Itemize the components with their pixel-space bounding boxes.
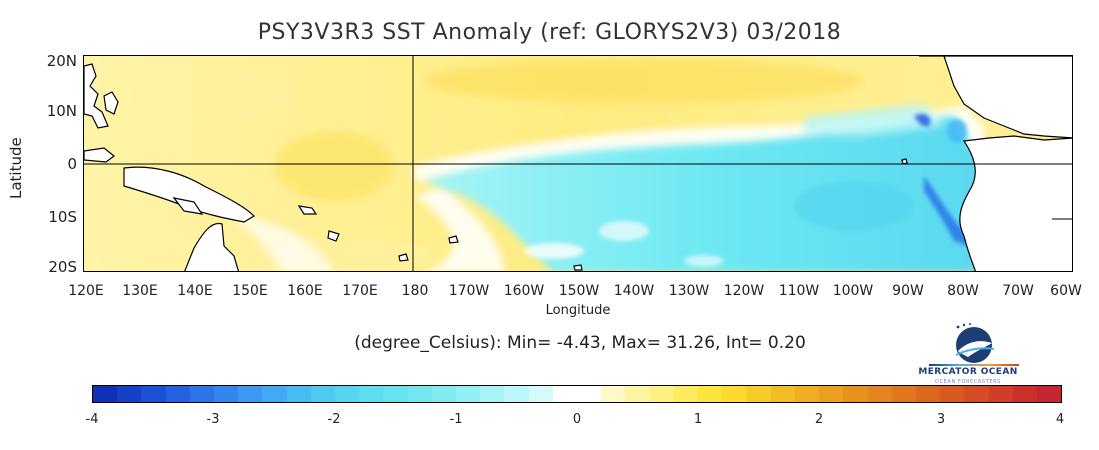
colorbar-segment: [625, 386, 650, 402]
colorbar-segment: [794, 386, 820, 402]
colorbar-segment: [601, 386, 626, 402]
colorbar-segment: [552, 386, 578, 402]
lon-tick-label: 140W: [613, 283, 655, 299]
colorbar-segment: [988, 386, 1013, 402]
colorbar-segment: [262, 386, 287, 402]
logo-tagline: OCEAN FORECASTERS: [935, 379, 1001, 385]
colorbar-segment: [189, 386, 215, 402]
colorbar-segment: [93, 386, 118, 402]
lon-tick-label: 130E: [122, 283, 158, 299]
logo-wordmark: MERCATOR OCEAN: [918, 367, 1018, 377]
lon-tick-label: 120E: [68, 283, 104, 299]
mercator-ocean-logo: [928, 321, 1020, 383]
colorbar-segment: [407, 386, 432, 402]
lon-tick-label: 160W: [503, 283, 545, 299]
cool-anomaly-region: [424, 104, 984, 271]
colorbar-segment: [504, 386, 529, 402]
lon-tick-label: 170E: [342, 283, 378, 299]
colorbar-segment: [165, 386, 190, 402]
colorbar-segment: [770, 386, 795, 402]
map-title: PSY3V3R3 SST Anomaly (ref: GLORYS2V3) 03…: [257, 20, 842, 45]
colorbar-tick-label: 2: [814, 412, 824, 427]
colorbar-segment: [238, 386, 263, 402]
lon-tick-label: 100W: [832, 283, 874, 299]
lat-tick-label: 20S: [48, 258, 77, 276]
colorbar-segment: [649, 386, 674, 402]
sst-anomaly-field: [84, 56, 1072, 271]
colorbar-segment: [1036, 386, 1062, 402]
colorbar: [92, 385, 1062, 403]
colorbar-segment: [940, 386, 965, 402]
logo-stripe: [929, 364, 1019, 366]
lon-tick-label: 130W: [668, 283, 710, 299]
lon-tick-label: 60W: [1050, 283, 1082, 299]
colorbar-segment: [528, 386, 553, 402]
colorbar-segment: [673, 386, 699, 402]
sst-anomaly-map: [83, 55, 1073, 272]
colorbar-segment: [915, 386, 941, 402]
longitude-axis-title: Longitude: [545, 303, 611, 318]
lon-tick-label: 70W: [1002, 283, 1034, 299]
lon-tick-label: 140E: [177, 283, 213, 299]
lon-tick-label: 160E: [287, 283, 323, 299]
lon-tick-label: 110W: [778, 283, 820, 299]
colorbar-segment: [141, 386, 166, 402]
colorbar-segment: [746, 386, 771, 402]
colorbar-tick-label: 1: [693, 412, 703, 427]
colorbar-segment: [577, 386, 602, 402]
colorbar-segment: [431, 386, 457, 402]
colorbar-segment: [214, 386, 239, 402]
field-statistics: (degree_Celsius): Min= -4.43, Max= 31.26…: [354, 333, 806, 353]
land-masses: [84, 56, 1072, 271]
colorbar-tick-label: 3: [936, 412, 946, 427]
colorbar-segment: [819, 386, 844, 402]
colorbar-tick-label: -2: [327, 412, 341, 427]
colorbar-tick-label: 4: [1055, 412, 1065, 427]
colorbar-tick-label: 0: [572, 412, 582, 427]
lon-tick-label: 90W: [892, 283, 924, 299]
colorbar-segment: [359, 386, 384, 402]
wave-logo-icon: [955, 323, 995, 363]
colorbar-segment: [698, 386, 723, 402]
colorbar-segment: [1012, 386, 1037, 402]
lat-tick-label: 10S: [48, 208, 77, 226]
colorbar-segment: [867, 386, 892, 402]
colorbar-segment: [843, 386, 868, 402]
lon-tick-label: 150E: [232, 283, 268, 299]
colorbar-tick-label: -4: [85, 412, 99, 427]
lon-tick-label: 150W: [558, 283, 600, 299]
colorbar-segment: [456, 386, 481, 402]
colorbar-segment: [383, 386, 408, 402]
lon-tick-label: 120W: [723, 283, 765, 299]
colorbar-tick-label: -1: [449, 412, 463, 427]
colorbar-segment: [480, 386, 505, 402]
lat-tick-label: 10N: [46, 102, 77, 120]
lon-tick-label: 170W: [448, 283, 490, 299]
lon-tick-label: 80W: [947, 283, 979, 299]
colorbar-segment: [891, 386, 916, 402]
lat-tick-label: 0: [67, 155, 77, 173]
colorbar-segment: [964, 386, 989, 402]
lat-tick-label: 20N: [46, 52, 77, 70]
lon-tick-label: 180: [401, 283, 429, 299]
colorbar-segment: [310, 386, 336, 402]
colorbar-tick-label: -3: [206, 412, 220, 427]
colorbar-segment: [286, 386, 311, 402]
colorbar-segment: [335, 386, 360, 402]
colorbar-segment: [117, 386, 142, 402]
colorbar-segment: [722, 386, 747, 402]
